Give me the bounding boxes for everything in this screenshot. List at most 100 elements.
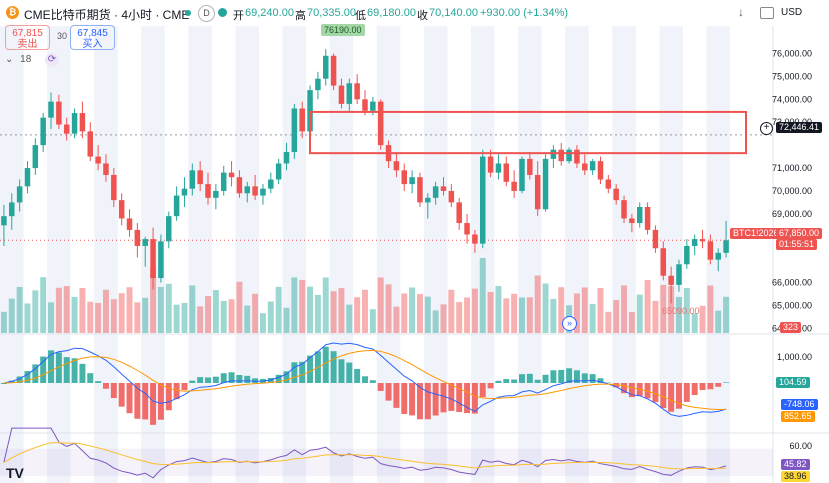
macd-signal-label: 852.65	[781, 411, 815, 422]
candle-body	[354, 83, 360, 100]
data-source-icon[interactable]: D	[198, 5, 215, 22]
candle-body	[589, 161, 596, 171]
macd-histogram-bar	[87, 373, 94, 383]
candle-body	[574, 149, 580, 164]
open-value: 69,240.00	[245, 7, 294, 19]
macd-histogram-bar	[424, 383, 431, 420]
buy-button[interactable]: 67,845 买入	[70, 25, 115, 50]
arrow-down-icon[interactable]: ↓	[738, 5, 744, 19]
candle-body	[181, 188, 188, 196]
sell-label: 卖出	[17, 39, 38, 50]
indicator-collapse-button[interactable]: ⌄ 18	[5, 54, 31, 65]
candle-body	[71, 113, 78, 134]
candle-body	[691, 239, 698, 246]
candle-body	[409, 177, 415, 185]
volume-bar	[236, 281, 243, 333]
volume-bar	[699, 305, 706, 333]
volume-bar	[495, 286, 502, 333]
candle-body	[566, 149, 572, 162]
macd-histogram-bar	[723, 382, 730, 383]
session-band	[94, 26, 118, 483]
volume-label: 323	[780, 322, 802, 333]
volume-bar	[660, 284, 667, 333]
volume-bar	[338, 288, 345, 333]
candle-body	[370, 101, 376, 111]
currency-label[interactable]: USD	[781, 7, 803, 18]
volume-bar	[613, 300, 620, 333]
price-axis-tick: 65,000.00	[772, 301, 812, 311]
candle-body	[24, 168, 31, 187]
rsi-ma-label: 38.96	[781, 471, 810, 482]
volume-bar	[377, 277, 384, 333]
macd-histogram-bar	[707, 383, 714, 390]
volume-bar	[644, 280, 651, 333]
layout-toggle-icon[interactable]	[760, 7, 774, 19]
volume-bar	[621, 285, 628, 333]
macd-histogram-bar	[479, 383, 486, 397]
candle-body	[377, 101, 384, 146]
volume-bar	[16, 286, 23, 333]
close-value: 70,140.00	[429, 7, 478, 19]
symbol-title[interactable]: CME比特币期货 · 4小时 · CME	[24, 8, 190, 22]
change-value: +930.00 (+1.34%)	[480, 7, 569, 19]
candle-body	[134, 229, 141, 246]
volume-bar	[691, 313, 698, 333]
last-price-label: 67,850.00	[776, 228, 823, 239]
volume-bar	[526, 297, 533, 333]
volume-bar	[573, 293, 580, 333]
candle-body	[644, 206, 651, 230]
volume-bar	[322, 277, 329, 333]
macd-histogram-bar	[118, 383, 125, 407]
candle-body	[511, 181, 517, 191]
candle-body	[330, 55, 337, 86]
session-band	[612, 26, 636, 483]
candle-body	[315, 78, 321, 91]
volume-bar	[668, 286, 675, 333]
candle-body	[189, 170, 196, 189]
volume-bar	[314, 294, 321, 333]
range-box	[309, 110, 747, 155]
macd-histogram-label: 104.59	[776, 377, 810, 388]
price-axis-tick: 69,000.00	[772, 209, 812, 219]
sell-button[interactable]: 67,815 卖出	[5, 25, 50, 50]
macd-histogram-bar	[683, 383, 690, 402]
candle-body	[479, 156, 486, 244]
macd-histogram-bar	[16, 376, 23, 383]
volume-bar	[589, 304, 596, 333]
volume-bar	[581, 287, 588, 333]
high-label: 高	[295, 10, 306, 22]
volume-bar	[275, 286, 282, 333]
refresh-icon[interactable]: ⟳	[45, 53, 59, 67]
sell-price: 67,815	[12, 28, 43, 39]
candle-body	[542, 158, 549, 210]
session-band	[423, 26, 448, 483]
volume-bar	[542, 283, 549, 333]
rsi-axis-tick: 60.00	[789, 441, 812, 451]
countdown-label: 01:55:51	[776, 239, 818, 250]
volume-bar	[197, 306, 204, 333]
macd-histogram-bar	[150, 383, 157, 425]
volume-bar	[79, 288, 86, 333]
volume-bar	[393, 306, 400, 333]
candle-body	[338, 85, 345, 104]
crosshair-plus-icon[interactable]: +	[760, 122, 773, 135]
volume-bar	[487, 292, 494, 333]
macd-histogram-bar	[495, 380, 502, 383]
macd-histogram-bar	[581, 373, 588, 383]
volume-bar	[48, 302, 55, 333]
navigate-forward-icon[interactable]: »	[562, 316, 577, 331]
macd-histogram-bar	[573, 370, 580, 383]
candle-body	[519, 158, 525, 191]
macd-histogram-bar	[212, 376, 219, 383]
macd-histogram-bar	[24, 371, 31, 383]
volume-bar	[205, 296, 211, 333]
macd-histogram-bar	[165, 383, 172, 411]
volume-bar	[189, 285, 196, 333]
volume-bar	[150, 267, 157, 333]
macd-histogram-bar	[142, 383, 149, 420]
status-dot-icon	[185, 10, 191, 16]
candle-body	[307, 90, 313, 132]
volume-bar	[401, 293, 408, 333]
candle-body	[79, 113, 86, 132]
